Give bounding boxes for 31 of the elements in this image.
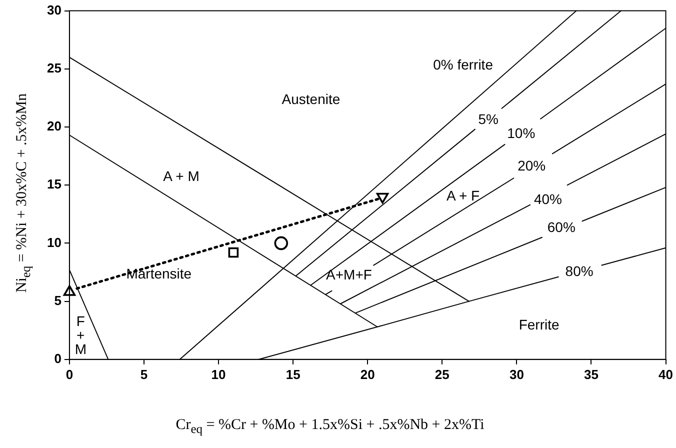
annotation: Ferrite — [518, 316, 560, 333]
x-tick-label: 5 — [140, 366, 148, 382]
y-tick-label: 30 — [46, 2, 62, 18]
annotation: A + F — [446, 188, 480, 204]
annotation: 40% — [534, 191, 562, 208]
x-tick-label: 30 — [509, 366, 524, 382]
y-tick-label: 20 — [46, 118, 62, 134]
annotation: 60% — [547, 218, 576, 235]
annotation: 20% — [518, 157, 546, 174]
annotation: 80% — [565, 263, 594, 280]
x-tick-label: 15 — [286, 366, 300, 382]
x-tick-label: 20 — [360, 366, 375, 382]
annotation: A + M — [163, 168, 200, 184]
x-tick-label: 40 — [658, 366, 674, 382]
y-tick-label: 15 — [46, 176, 62, 192]
y-tick-label: 0 — [54, 350, 62, 366]
annotation: A+M+F — [326, 266, 372, 283]
y-tick-label: 5 — [54, 292, 62, 308]
y-tick-label: 25 — [46, 60, 62, 76]
annotation: Austenite — [282, 91, 340, 108]
annotation: 0% ferrite — [433, 56, 494, 72]
annotation: Martensite — [126, 265, 192, 282]
y-tick-label: 10 — [46, 234, 62, 250]
annotation: 5% — [478, 110, 498, 127]
x-axis-title: Cr$_{eq}$ = %Cr + %Mo + 1.5x%Si + .5x%Nb + 2x%Ti — [176, 417, 484, 437]
x-tick-label: 35 — [584, 366, 598, 382]
x-tick-label: 25 — [434, 366, 450, 382]
annotation: 10% — [507, 124, 536, 141]
annotation: F + M — [74, 313, 86, 358]
x-tick-label: 0 — [66, 366, 74, 382]
x-tick-label: 10 — [211, 366, 226, 382]
